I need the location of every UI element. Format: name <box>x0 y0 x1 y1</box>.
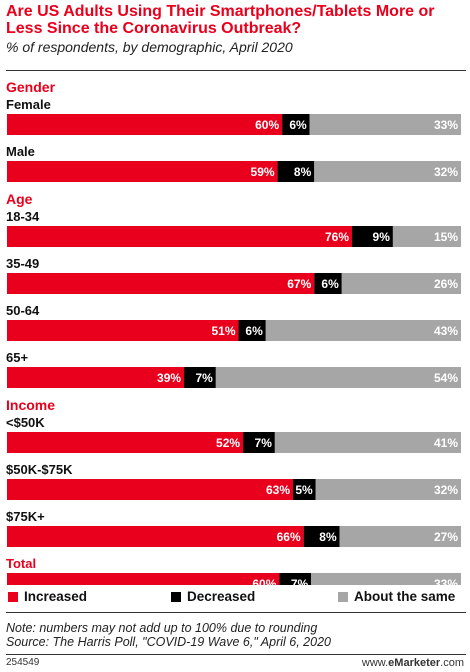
value-label-decreased-50k: 7% <box>255 436 273 450</box>
bar-increased-50-64 <box>7 320 239 341</box>
value-label-decreased-75k: 8% <box>319 530 337 544</box>
bar-decreased-female <box>282 114 310 135</box>
bar-increased-35-49 <box>7 273 315 294</box>
bar-increased-total <box>7 573 280 585</box>
value-label-same-50k: 41% <box>434 436 458 450</box>
value-label-same-35-49: 26% <box>434 277 458 291</box>
row-label-35-49: 35-49 <box>6 256 39 271</box>
value-label-decreased-total: 7% <box>291 577 309 585</box>
row-label-65: 65+ <box>6 350 28 365</box>
group-label-age: Age <box>6 191 33 207</box>
value-label-same-75k: 27% <box>434 530 458 544</box>
chart-subtitle: % of respondents, by demographic, April … <box>6 39 293 55</box>
bar-same-female <box>309 114 461 135</box>
value-label-decreased-18-34: 9% <box>373 230 391 244</box>
bar-decreased-50k <box>243 432 275 453</box>
value-label-increased-75k: 66% <box>277 530 301 544</box>
row-label-total: Total <box>6 556 36 571</box>
legend-item-decreased: Decreased <box>171 589 255 604</box>
value-label-same-total: 33% <box>434 577 458 585</box>
bar-same-50k-75k <box>315 479 461 500</box>
brand-prefix: www. <box>361 657 389 669</box>
value-label-increased-female: 60% <box>255 118 279 132</box>
chart-title: Are US Adults Using Their Smartphones/Ta… <box>6 3 435 37</box>
legend-label-decreased: Decreased <box>187 589 256 604</box>
bar-increased-female <box>7 114 283 135</box>
bar-increased-18-34 <box>7 226 353 247</box>
brand-suffix: .com <box>440 657 464 669</box>
bar-increased-65 <box>7 367 185 388</box>
bar-decreased-50k-75k <box>293 479 316 500</box>
legend-label-increased: Increased <box>24 589 88 604</box>
value-label-increased-50k: 52% <box>216 436 240 450</box>
row-label-male: Male <box>6 144 35 159</box>
bar-increased-75k <box>7 526 304 547</box>
bar-same-65 <box>215 367 461 388</box>
legend-item-increased: Increased <box>8 589 87 604</box>
value-label-decreased-female: 6% <box>289 118 307 132</box>
value-label-increased-total: 60% <box>252 577 276 585</box>
bar-same-18-34 <box>392 226 461 247</box>
value-label-increased-35-49: 67% <box>287 277 311 291</box>
value-label-same-50-64: 43% <box>434 324 458 338</box>
value-label-same-50k-75k: 32% <box>434 483 458 497</box>
value-label-increased-50k-75k: 63% <box>266 483 290 497</box>
value-label-decreased-35-49: 6% <box>321 277 339 291</box>
source-text: Source: The Harris Poll, "COVID-19 Wave … <box>6 635 331 649</box>
bar-decreased-50-64 <box>238 320 266 341</box>
top-divider <box>6 70 466 71</box>
note-text: Note: numbers may not add up to 100% due… <box>6 621 318 635</box>
row-label-18-34: 18-34 <box>6 209 40 224</box>
value-label-increased-65: 39% <box>157 371 181 385</box>
bottom-divider <box>6 612 466 613</box>
bar-same-75k <box>339 526 461 547</box>
row-label-50k: <$50K <box>6 415 45 430</box>
legend-swatch-same <box>338 591 348 602</box>
bar-increased-50k-75k <box>7 479 294 500</box>
bar-increased-male <box>7 161 278 182</box>
chart-id: 254549 <box>6 657 40 668</box>
row-label-50k-75k: $50K-$75K <box>6 462 73 477</box>
legend-label-same: About the same <box>354 589 456 604</box>
bar-same-35-49 <box>341 273 461 294</box>
footnote: Note: numbers may not add up to 100% due… <box>6 621 331 649</box>
footer-divider <box>6 654 466 655</box>
value-label-increased-50-64: 51% <box>212 324 236 338</box>
bar-decreased-male <box>277 161 315 182</box>
value-label-same-female: 33% <box>434 118 458 132</box>
row-label-50-64: 50-64 <box>6 303 40 318</box>
brand-name: eMarketer <box>388 657 441 669</box>
bar-same-50k <box>274 432 461 453</box>
bar-decreased-18-34 <box>352 226 393 247</box>
bar-same-male <box>314 161 461 182</box>
legend-swatch-decreased <box>171 591 181 602</box>
value-label-same-18-34: 15% <box>434 230 458 244</box>
group-label-gender: Gender <box>6 79 56 95</box>
group-label-income: Income <box>6 397 55 413</box>
legend-item-same: About the same <box>338 589 455 604</box>
bar-same-50-64 <box>265 320 461 341</box>
value-label-increased-male: 59% <box>251 165 275 179</box>
value-label-decreased-50k-75k: 5% <box>295 483 313 497</box>
legend-swatch-increased <box>8 591 18 602</box>
stacked-bar-chart: Gender Female 60% 6% 33% Male 59% 8% 32% Age 18-34… <box>6 79 461 585</box>
value-label-decreased-65: 7% <box>195 371 213 385</box>
bar-decreased-65 <box>184 367 216 388</box>
value-label-decreased-male: 8% <box>294 165 312 179</box>
brand-logo: www.eMarketer.com <box>362 657 464 669</box>
bar-decreased-35-49 <box>314 273 342 294</box>
row-label-female: Female <box>6 97 51 112</box>
value-label-same-65: 54% <box>434 371 458 385</box>
bar-increased-50k <box>7 432 244 453</box>
value-label-increased-18-34: 76% <box>325 230 349 244</box>
bar-decreased-75k <box>303 526 340 547</box>
value-label-same-male: 32% <box>434 165 458 179</box>
row-label-75k: $75K+ <box>6 509 45 524</box>
bar-decreased-total <box>279 573 312 585</box>
bar-same-total <box>311 573 461 585</box>
value-label-decreased-50-64: 6% <box>245 324 263 338</box>
